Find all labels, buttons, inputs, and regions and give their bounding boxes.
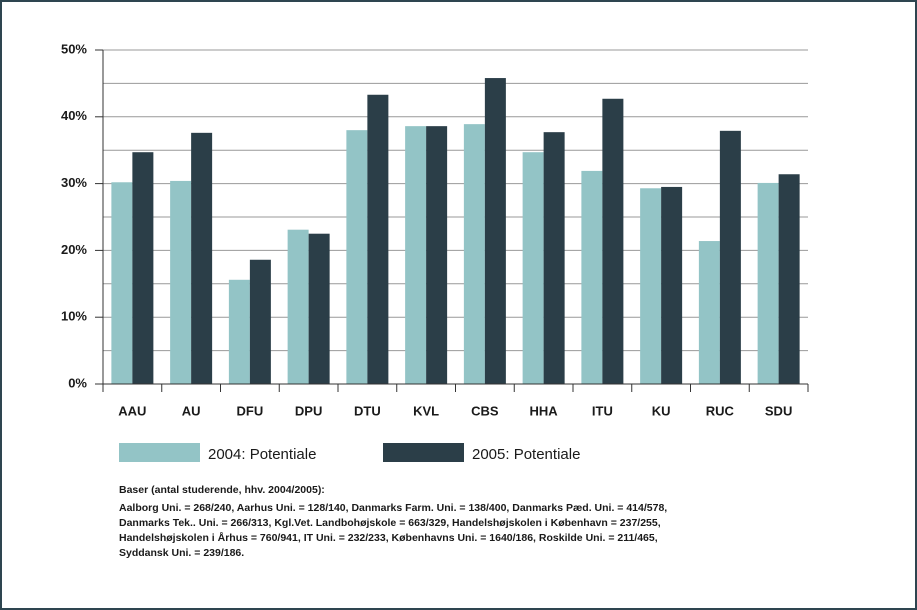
bar bbox=[191, 132, 213, 384]
bar bbox=[228, 279, 250, 384]
x-tick-label: SDU bbox=[765, 403, 792, 418]
x-tick-label: KVL bbox=[413, 403, 439, 418]
legend-label: 2005: Potentiale bbox=[472, 446, 580, 463]
bar bbox=[522, 152, 544, 384]
bar bbox=[111, 182, 133, 384]
bar bbox=[640, 188, 662, 384]
bar bbox=[543, 132, 565, 384]
bar bbox=[132, 152, 154, 384]
bar bbox=[463, 124, 485, 384]
x-tick-label: DTU bbox=[354, 403, 381, 418]
bar bbox=[778, 174, 800, 384]
x-tick-label: AU bbox=[182, 403, 201, 418]
legend-label: 2004: Potentiale bbox=[208, 446, 316, 463]
bar bbox=[367, 94, 389, 385]
bar bbox=[661, 186, 683, 384]
bar bbox=[757, 182, 779, 384]
bar bbox=[484, 78, 506, 384]
y-tick-label: 30% bbox=[61, 175, 87, 190]
x-tick-label: HHA bbox=[530, 403, 559, 418]
y-tick-label: 10% bbox=[61, 309, 87, 324]
bar bbox=[581, 170, 603, 384]
note-line: Aalborg Uni. = 268/240, Aarhus Uni. = 12… bbox=[119, 502, 667, 514]
bar bbox=[249, 259, 271, 384]
bar bbox=[287, 229, 309, 384]
bar bbox=[346, 130, 368, 384]
bar bbox=[405, 126, 427, 384]
x-tick-label: DFU bbox=[237, 403, 264, 418]
note-line: Danmarks Tek.. Uni. = 266/313, Kgl.Vet. … bbox=[119, 517, 661, 529]
x-tick-label: CBS bbox=[471, 403, 499, 418]
y-tick-label: 50% bbox=[61, 41, 87, 56]
legend-swatch bbox=[119, 443, 200, 462]
bar bbox=[719, 130, 741, 384]
note-line: Baser (antal studerende, hhv. 2004/2005)… bbox=[119, 484, 325, 496]
note-line: Syddansk Uni. = 239/186. bbox=[119, 547, 244, 559]
x-tick-label: ITU bbox=[592, 403, 613, 418]
y-tick-label: 0% bbox=[68, 375, 87, 390]
x-tick-label: AAU bbox=[118, 403, 146, 418]
y-tick-label: 40% bbox=[61, 108, 87, 123]
bar bbox=[698, 241, 720, 384]
note-line: Handelshøjskolen i Århus = 760/941, IT U… bbox=[119, 531, 658, 544]
legend-swatch bbox=[383, 443, 464, 462]
y-tick-label: 20% bbox=[61, 242, 87, 257]
bar bbox=[308, 233, 330, 384]
bar bbox=[602, 98, 624, 384]
x-tick-label: DPU bbox=[295, 403, 322, 418]
bar bbox=[170, 180, 192, 384]
x-tick-label: RUC bbox=[706, 403, 735, 418]
x-tick-label: KU bbox=[652, 403, 671, 418]
bar bbox=[426, 126, 448, 384]
